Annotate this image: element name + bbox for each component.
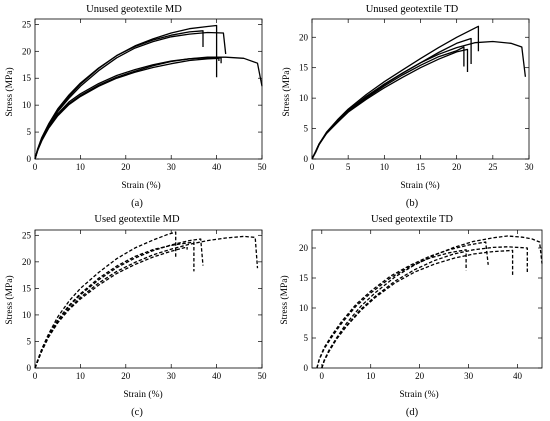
panel-b-title: Unused geotextile TD	[366, 4, 459, 15]
x-tick-label: 0	[33, 162, 38, 172]
x-tick-label: 20	[452, 162, 462, 172]
x-tick-label: 10	[76, 162, 86, 172]
panel-c: Used geotextile MD Strain (%) Stress (MP…	[4, 214, 267, 418]
panel-a: Unused geotextile MD Strain (%) Stress (…	[4, 4, 267, 209]
x-tick-label: 20	[121, 162, 131, 172]
series-line-2	[311, 37, 472, 160]
x-tick-label: 0	[33, 371, 38, 381]
y-tick-label: 0	[304, 363, 309, 373]
y-tick-label: 15	[22, 73, 32, 83]
panel-b-frame	[311, 18, 530, 160]
x-tick-label: 30	[167, 162, 177, 172]
panel-c-series	[34, 231, 259, 369]
panel-a-frame	[34, 18, 263, 160]
x-tick-label: 10	[76, 371, 86, 381]
y-tick-label: 20	[299, 32, 309, 42]
series-line-2	[34, 30, 204, 160]
y-tick-label: 10	[299, 93, 309, 103]
panel-b-xlabel: Strain (%)	[400, 180, 439, 191]
series-line-3	[321, 235, 543, 369]
y-tick-label: 25	[22, 19, 32, 29]
y-tick-label: 10	[22, 310, 32, 320]
y-tick-label: 5	[304, 333, 309, 343]
panel-b-label: (b)	[406, 198, 419, 209]
x-tick-label: 30	[464, 371, 474, 381]
x-tick-label: 20	[415, 371, 425, 381]
panel-c-xlabel: Strain (%)	[123, 389, 162, 400]
series-line-4	[311, 48, 469, 160]
panel-a-title: Unused geotextile MD	[86, 4, 182, 15]
x-tick-label: 50	[258, 371, 268, 381]
series-line-6	[34, 57, 220, 160]
series-line-4	[321, 246, 528, 369]
y-tick-label: 5	[304, 124, 309, 134]
panel-d-xlabel: Strain (%)	[399, 389, 438, 400]
y-tick-label: 15	[22, 283, 32, 293]
y-tick-label: 15	[299, 273, 309, 283]
x-tick-label: 5	[346, 162, 351, 172]
y-tick-label: 10	[22, 100, 32, 110]
panel-c-ticks: 0 10 20 30 40 50 0 5 10 15 20 25	[22, 230, 267, 381]
panel-a-label: (a)	[131, 198, 143, 209]
x-tick-label: 40	[513, 371, 523, 381]
y-tick-label: 20	[22, 46, 32, 56]
x-tick-label: 0	[320, 371, 325, 381]
panel-d-label: (d)	[406, 407, 419, 418]
series-line-3	[34, 238, 204, 369]
series-line-1	[316, 241, 489, 369]
series-line-1	[34, 231, 177, 369]
y-tick-label: 5	[27, 336, 32, 346]
series-line-4	[34, 235, 259, 369]
series-line-2	[34, 241, 195, 369]
panel-c-label: (c)	[131, 407, 143, 418]
y-tick-label: 5	[27, 127, 32, 137]
x-tick-label: 25	[488, 162, 498, 172]
x-tick-label: 10	[366, 371, 376, 381]
series-line-5	[321, 249, 514, 369]
y-tick-label: 15	[299, 63, 309, 73]
x-tick-label: 20	[121, 371, 131, 381]
y-tick-label: 0	[27, 154, 32, 164]
series-line-4	[34, 56, 263, 160]
x-tick-label: 30	[167, 371, 177, 381]
panel-a-ticks: 0 10 20 30 40 50 0 5 10 15 20 25	[22, 19, 267, 172]
x-tick-label: 10	[380, 162, 390, 172]
panel-b-ylabel: Stress (MPa)	[281, 67, 292, 116]
panel-d-frame	[311, 229, 543, 369]
x-tick-label: 30	[525, 162, 535, 172]
panel-a-series	[34, 24, 263, 160]
y-tick-label: 25	[22, 230, 32, 240]
panel-b: Unused geotextile TD Strain (%) Stress (…	[281, 4, 534, 209]
panel-d-ticks: 0 10 20 30 40 0 5 10 15 20	[299, 230, 542, 381]
panel-c-frame	[34, 229, 263, 369]
series-line-5	[34, 246, 188, 369]
panel-a-xlabel: Strain (%)	[121, 180, 160, 191]
y-tick-label: 20	[22, 257, 32, 267]
y-tick-label: 20	[299, 243, 309, 253]
panel-d: Used geotextile TD Strain (%) Stress (MP…	[279, 214, 543, 418]
y-tick-label: 10	[299, 303, 309, 313]
panel-c-title: Used geotextile MD	[94, 214, 180, 225]
panel-a-ylabel: Stress (MPa)	[4, 67, 15, 116]
x-tick-label: 40	[212, 371, 222, 381]
panel-b-ticks: 0 5 10 15 20 25 30 0 5 10 15 20	[299, 19, 534, 172]
x-tick-label: 0	[310, 162, 315, 172]
series-line-3	[34, 31, 227, 160]
x-tick-label: 50	[258, 162, 268, 172]
panel-d-series	[316, 235, 543, 369]
series-line-3	[311, 46, 465, 160]
x-tick-label: 15	[416, 162, 426, 172]
series-line-5	[311, 40, 527, 160]
x-tick-label: 40	[212, 162, 222, 172]
series-line-1	[34, 24, 218, 160]
y-tick-label: 0	[304, 154, 309, 164]
panel-d-ylabel: Stress (MPa)	[279, 275, 290, 324]
panel-b-series	[311, 25, 527, 160]
y-tick-label: 0	[27, 363, 32, 373]
series-line-2	[316, 249, 467, 369]
panel-d-title: Used geotextile TD	[371, 214, 453, 225]
series-line-1	[311, 25, 480, 160]
panel-c-ylabel: Stress (MPa)	[4, 275, 15, 324]
